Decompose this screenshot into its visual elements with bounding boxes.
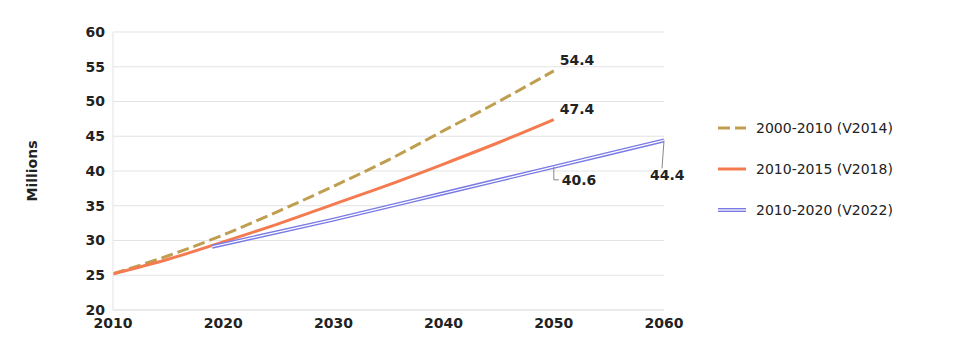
svg-text:2010: 2010 <box>93 314 133 331</box>
svg-text:35: 35 <box>86 198 105 214</box>
svg-text:2030: 2030 <box>314 315 353 331</box>
svg-text:40.6: 40.6 <box>562 172 597 188</box>
svg-text:55: 55 <box>86 59 105 75</box>
svg-text:30: 30 <box>86 232 106 248</box>
svg-text:60: 60 <box>86 24 106 40</box>
svg-text:50: 50 <box>86 93 106 109</box>
svg-text:20: 20 <box>86 302 106 318</box>
svg-text:2020: 2020 <box>204 315 243 331</box>
svg-text:47.4: 47.4 <box>560 101 595 117</box>
html-text:2010-2015 (V2018): 2010-2015 (V2018) <box>756 161 893 177</box>
svg-text:40: 40 <box>86 163 106 179</box>
svg-text:25: 25 <box>86 267 105 283</box>
svg-text:Millions: Millions <box>24 140 40 201</box>
svg-text:2050: 2050 <box>534 315 573 331</box>
html-text:2000-2010 (V2014): 2000-2010 (V2014) <box>756 120 893 136</box>
svg-text:45: 45 <box>86 128 105 144</box>
svg-text:44.4: 44.4 <box>650 167 685 183</box>
svg-text:2060: 2060 <box>645 315 684 331</box>
svg-text:2040: 2040 <box>424 315 463 331</box>
html-text:2010-2020 (V2022): 2010-2020 (V2022) <box>756 202 893 218</box>
svg-text:54.4: 54.4 <box>560 52 595 68</box>
